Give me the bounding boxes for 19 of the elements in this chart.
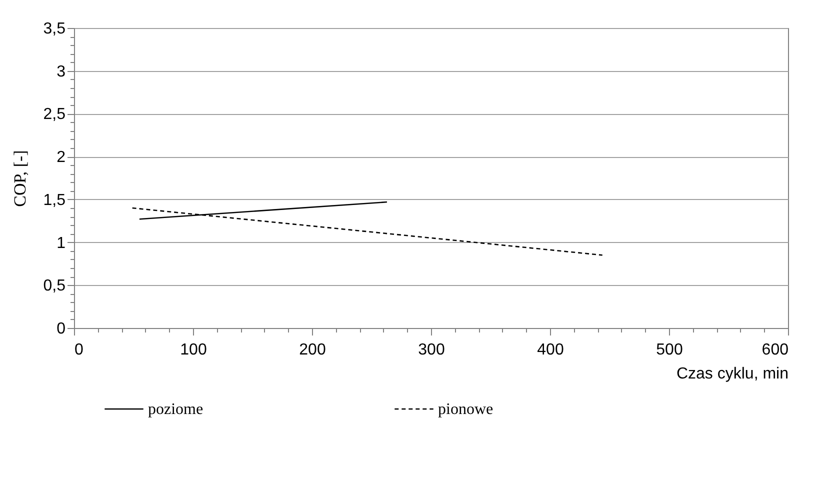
y-tick-label: 0,5	[43, 278, 66, 295]
x-tick-label: 500	[656, 342, 683, 358]
y-tick-label: 1	[56, 234, 66, 252]
x-tick-label: 300	[418, 342, 445, 358]
x-tick-label: 200	[299, 342, 326, 358]
y-tick-label: 0	[56, 320, 66, 338]
x-axis-title: Czas cyklu, min	[676, 366, 788, 382]
legend-label: poziome	[148, 401, 204, 418]
x-tick-label: 600	[762, 342, 789, 358]
y-tick-label: 3,5	[43, 20, 66, 38]
y-tick-label: 3	[56, 63, 66, 80]
y-tick-label: 1,5	[43, 192, 66, 209]
y-tick-label: 2,5	[43, 106, 66, 124]
x-tick-label: 100	[180, 342, 207, 358]
legend-label: pionowe	[438, 401, 494, 418]
x-tick-label: 0	[74, 342, 84, 358]
y-axis-title: COP, [-]	[10, 150, 30, 207]
x-tick-label: 400	[537, 342, 564, 358]
y-tick-label: 2	[56, 149, 66, 166]
